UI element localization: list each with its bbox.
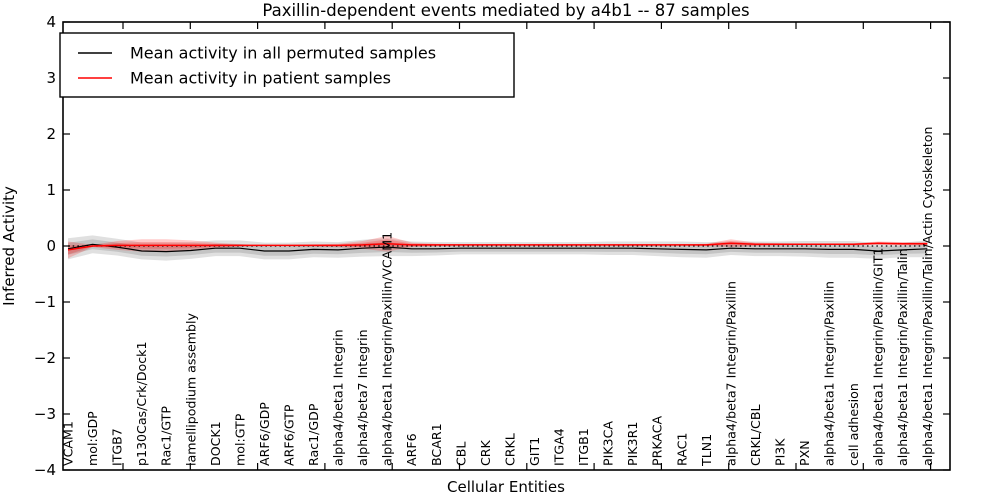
x-category-label: ITGA4 (552, 428, 567, 466)
y-tick-label: −3 (34, 405, 56, 423)
x-category-label: alpha4/beta1 Integrin/Paxillin/GIT1 (871, 248, 886, 466)
x-category-label: ARF6/GDP (257, 402, 272, 466)
x-category-label: RAC1 (674, 433, 689, 466)
chart-title: Paxillin-dependent events mediated by a4… (262, 1, 749, 20)
patient-mean-line (67, 242, 928, 251)
plot-frame (62, 21, 951, 471)
x-category-label: GIT1 (527, 437, 542, 466)
x-category-label: CRKL (502, 433, 517, 466)
legend-box (59, 32, 515, 98)
x-category-label: PIK3CA (601, 421, 616, 466)
x-category-label: alpha4/beta1 Integrin/Paxillin (822, 281, 837, 466)
x-category-label: lamellipodium assembly (183, 312, 198, 466)
x-category-label: TLN1 (699, 434, 714, 467)
x-category-label: alpha4/beta7 Integrin (355, 329, 370, 466)
y-tick-label: 2 (46, 125, 56, 143)
x-category-label: CRKL/CBL (748, 404, 763, 466)
x-category-label: CBL (453, 442, 468, 466)
legend-label: Mean activity in all permuted samples (130, 44, 436, 63)
x-category-label: alpha4/beta1 Integrin/Paxillin/VCAM1 (380, 232, 395, 466)
x-category-label: mol:GTP (232, 413, 247, 466)
x-category-label: CRK (478, 439, 493, 466)
x-category-label: PXN (797, 440, 812, 466)
y-tick-label: −1 (34, 293, 56, 311)
y-axis-label: Inferred Activity (0, 186, 18, 306)
y-tick-label: 3 (46, 69, 56, 87)
y-tick-label: 4 (46, 13, 56, 31)
legend-label: Mean activity in patient samples (130, 69, 391, 88)
x-category-label: PRKACA (650, 415, 665, 466)
x-category-label: PIK3R1 (625, 422, 640, 466)
x-category-label: alpha4/beta1 Integrin/Paxillin/Talin (895, 248, 910, 466)
x-category-label: cell adhesion (846, 383, 861, 466)
x-category-label: alpha4/beta1 Integrin (331, 329, 346, 466)
x-category-label: Rac1/GTP (159, 406, 174, 466)
x-category-label: ARF6 (404, 433, 419, 466)
x-category-label: p130Cas/Crk/Dock1 (134, 342, 149, 467)
x-category-label: alpha4/beta7 Integrin/Paxillin (723, 281, 738, 466)
x-category-label: BCAR1 (429, 423, 444, 466)
x-category-label: DOCK1 (208, 421, 223, 466)
y-tick-label: −4 (34, 461, 56, 479)
x-category-label: ITGB7 (110, 428, 125, 466)
permuted-mean-line (67, 243, 928, 253)
x-axis-label: Cellular Entities (447, 478, 565, 496)
y-tick-label: −2 (34, 349, 56, 367)
y-tick-label: 1 (46, 181, 56, 199)
x-category-label: mol:GDP (85, 411, 100, 466)
x-category-label: VCAM1 (61, 421, 76, 466)
x-category-label: Rac1/GDP (306, 403, 321, 466)
x-category-label: ITGB1 (576, 428, 591, 466)
y-tick-label: 0 (46, 237, 56, 255)
x-category-label: ARF6/GTP (281, 404, 296, 466)
x-category-label: PI3K (772, 438, 787, 466)
x-category-label: alpha4/beta1 Integrin/Paxillin/Talin/Act… (920, 127, 935, 466)
